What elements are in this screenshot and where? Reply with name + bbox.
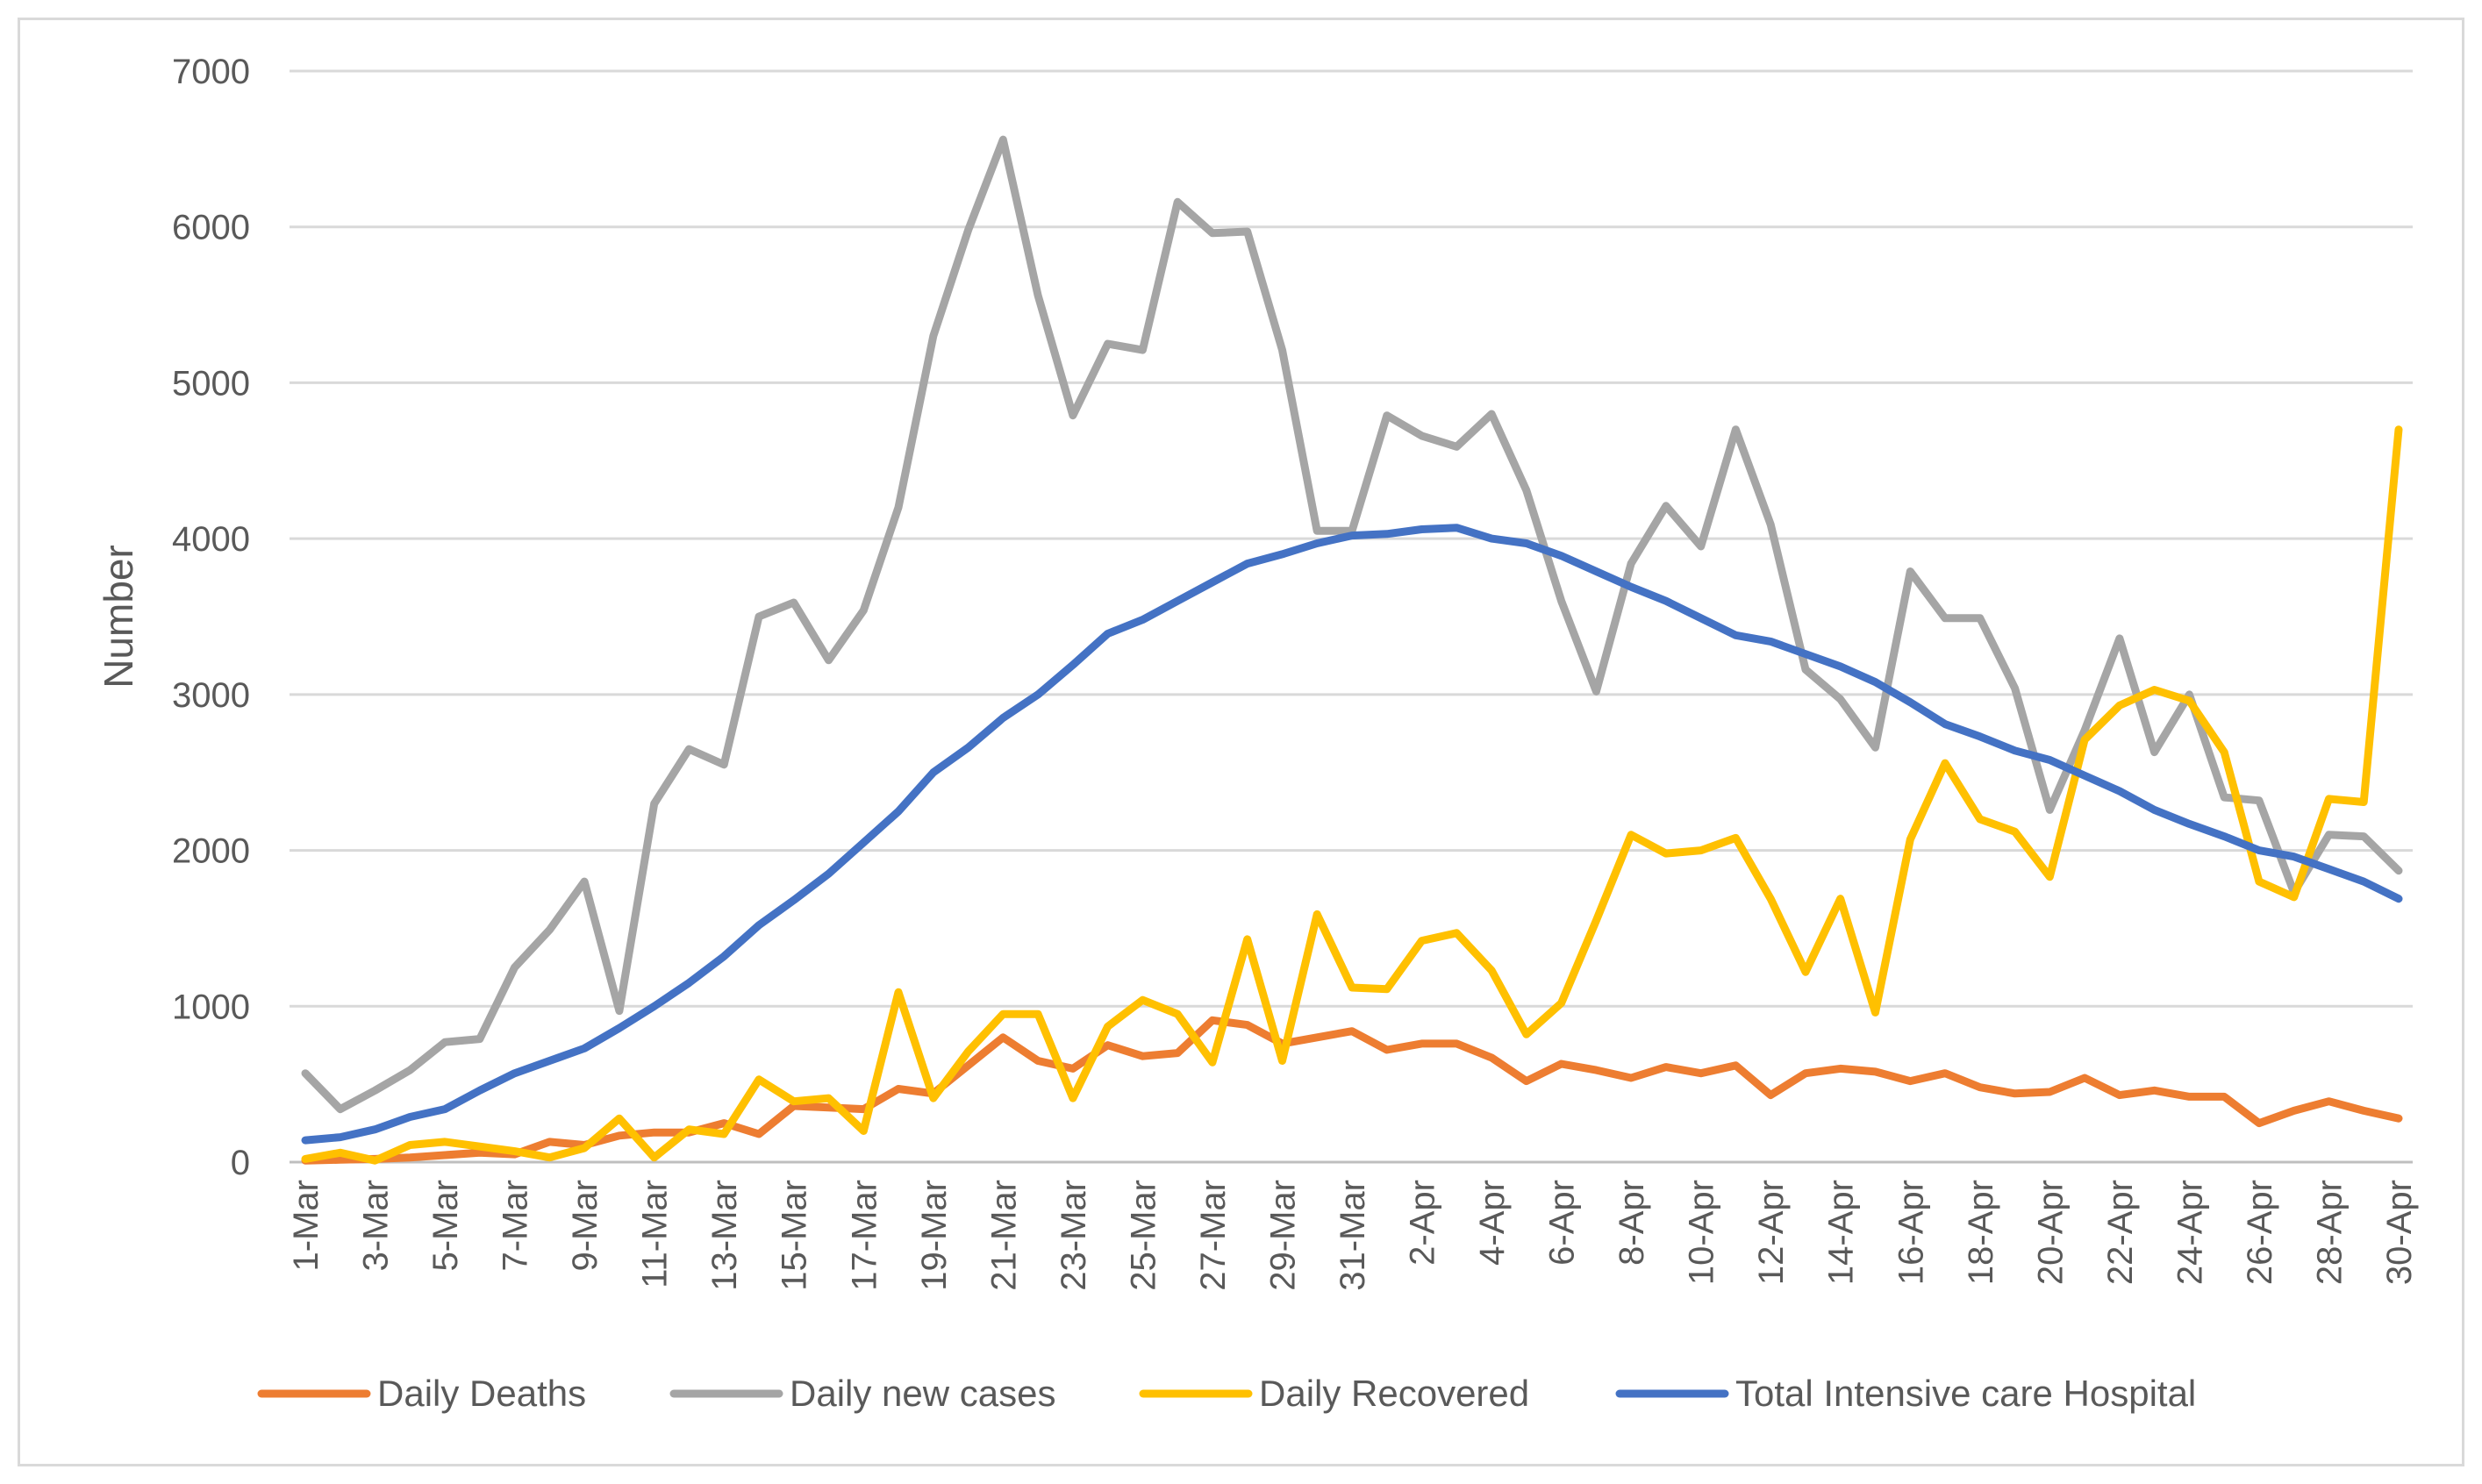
legend-label: Total Intensive care Hospital <box>1735 1373 2196 1414</box>
y-tick-label: 3000 <box>172 676 250 715</box>
x-tick-label: 17-Mar <box>845 1180 883 1291</box>
x-tick-label: 8-Apr <box>1613 1180 1651 1266</box>
x-tick-label: 1-Mar <box>287 1180 325 1271</box>
x-tick-label: 13-Mar <box>705 1180 744 1291</box>
x-tick-label: 9-Mar <box>566 1180 604 1271</box>
series-line-daily-deaths <box>301 1016 2403 1165</box>
series-line-daily-recovered <box>301 425 2403 1165</box>
x-tick-label: 28-Apr <box>2310 1180 2349 1285</box>
x-tick-label: 7-Mar <box>497 1180 535 1271</box>
x-tick-label: 6-Apr <box>1543 1180 1582 1266</box>
y-axis-label: Number <box>96 545 141 688</box>
y-tick-label: 4000 <box>172 520 250 559</box>
x-axis-ticks: 1-Mar 3-Mar 5-Mar 7-Mar 9-Mar 11-Mar 13-Mar 15-… <box>287 1180 2419 1291</box>
x-tick-label: 20-Apr <box>2031 1180 2070 1285</box>
chart-frame: 0 1000 2000 3000 4000 5000 6000 7000 1-Mar 3-Mar… <box>18 18 2464 1466</box>
legend-label: Daily Deaths <box>377 1373 586 1414</box>
x-tick-label: 23-Mar <box>1055 1180 1093 1291</box>
y-axis-ticks: 0 1000 2000 3000 4000 5000 6000 7000 <box>172 53 250 1182</box>
x-tick-label: 12-Apr <box>1752 1180 1791 1285</box>
legend-item-daily-recovered: Daily Recovered <box>1139 1373 1529 1414</box>
x-tick-label: 18-Apr <box>1962 1180 2000 1285</box>
x-tick-label: 29-Mar <box>1263 1180 1302 1291</box>
x-tick-label: 15-Mar <box>776 1180 814 1291</box>
gridlines <box>290 69 2413 1164</box>
y-tick-label: 2000 <box>172 832 250 871</box>
x-tick-label: 2-Apr <box>1404 1180 1442 1266</box>
x-tick-label: 27-Mar <box>1194 1180 1233 1291</box>
legend-item-daily-new-cases: Daily new cases <box>669 1373 1055 1414</box>
y-tick-label: 0 <box>231 1144 250 1182</box>
x-tick-label: 19-Mar <box>915 1180 954 1291</box>
x-tick-label: 30-Apr <box>2380 1180 2419 1285</box>
legend-item-daily-deaths: Daily Deaths <box>257 1373 586 1414</box>
x-tick-label: 22-Apr <box>2101 1180 2140 1285</box>
x-tick-label: 11-Mar <box>636 1180 675 1288</box>
x-tick-label: 10-Apr <box>1683 1180 1721 1285</box>
legend-label: Daily new cases <box>790 1373 1055 1414</box>
x-tick-label: 4-Apr <box>1473 1180 1512 1266</box>
legend-item-total-intensive-care-hospital: Total Intensive care Hospital <box>1615 1373 2196 1414</box>
series-lines <box>301 135 2403 1165</box>
series-line-total-intensive-care-hospital <box>301 524 2403 1145</box>
x-tick-label: 31-Mar <box>1334 1180 1372 1291</box>
x-tick-label: 26-Apr <box>2241 1180 2279 1285</box>
y-tick-label: 7000 <box>172 53 250 91</box>
y-tick-label: 1000 <box>172 988 250 1026</box>
series-line-daily-new-cases <box>301 135 2403 1114</box>
x-tick-label: 14-Apr <box>1822 1180 1861 1285</box>
y-tick-label: 5000 <box>172 364 250 403</box>
x-tick-label: 24-Apr <box>2171 1180 2209 1285</box>
x-tick-label: 5-Mar <box>426 1180 465 1271</box>
x-tick-label: 3-Mar <box>357 1180 396 1271</box>
x-tick-label: 16-Apr <box>1892 1180 1930 1285</box>
line-chart: 0 1000 2000 3000 4000 5000 6000 7000 1-Mar 3-Mar… <box>96 53 2419 1414</box>
x-tick-label: 21-Mar <box>984 1180 1023 1291</box>
legend: Daily Deaths Daily new cases Daily Recover… <box>257 1373 2196 1414</box>
legend-label: Daily Recovered <box>1259 1373 1529 1414</box>
y-tick-label: 6000 <box>172 209 250 247</box>
x-tick-label: 25-Mar <box>1124 1180 1162 1291</box>
